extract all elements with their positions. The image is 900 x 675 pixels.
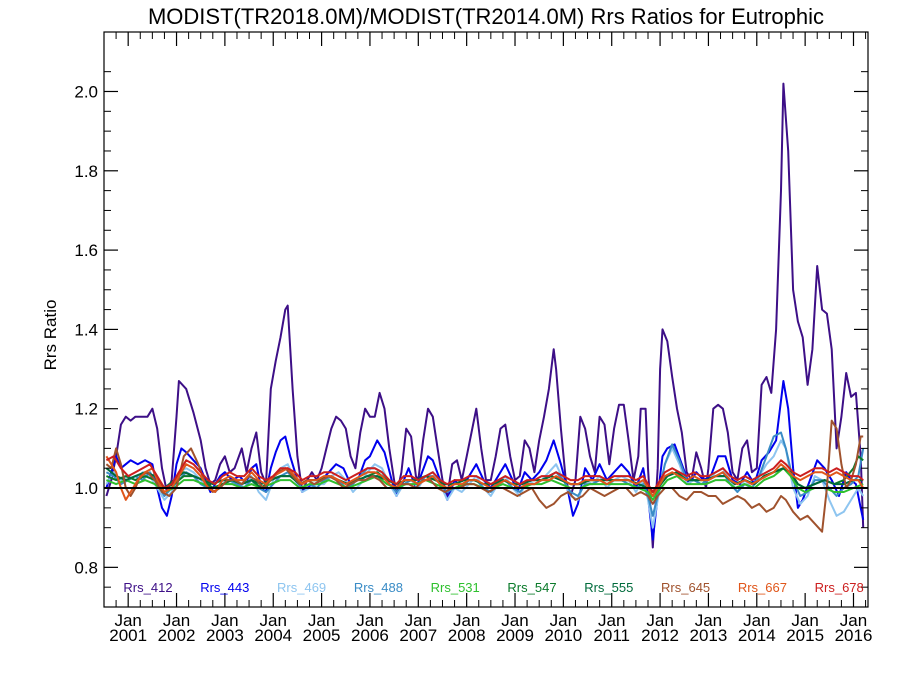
- series-layer: [105, 82, 865, 549]
- y-tick-label: 1.0: [74, 479, 98, 498]
- legend-item-rrs-547: Rrs_547: [507, 580, 556, 595]
- legend-item-rrs-531: Rrs_531: [431, 580, 480, 595]
- legend-item-rrs-678: Rrs_678: [815, 580, 864, 595]
- y-tick-label: 2.0: [74, 82, 98, 101]
- x-tick-label-month: Jan: [211, 611, 238, 630]
- x-tick-label-year: 2010: [544, 626, 582, 645]
- legend-item-rrs-488: Rrs_488: [354, 580, 403, 595]
- series-line-rrs-678: [105, 455, 864, 493]
- y-tick-label: 0.8: [74, 558, 98, 577]
- minor-ticks: [103, 32, 867, 607]
- y-tick-label: 1.4: [74, 320, 98, 339]
- x-tick-label-month: Jan: [695, 611, 722, 630]
- series-line-rrs-645: [105, 419, 864, 533]
- y-axis-label: Rrs Ratio: [41, 300, 60, 371]
- x-tick-label-month: Jan: [356, 611, 383, 630]
- legend-item-rrs-412: Rrs_412: [123, 580, 172, 595]
- x-tick-label-month: Jan: [598, 611, 625, 630]
- x-tick-label-year: 2012: [641, 626, 679, 645]
- x-tick-label-year: 2004: [254, 626, 292, 645]
- x-axis: Jan2001Jan2002Jan2003Jan2004Jan2005Jan20…: [109, 32, 872, 645]
- legend-item-rrs-555: Rrs_555: [584, 580, 633, 595]
- x-tick-label-month: Jan: [260, 611, 287, 630]
- chart-title: MODIST(TR2018.0M)/MODIST(TR2014.0M) Rrs …: [148, 4, 824, 29]
- series-line-rrs-667: [105, 455, 865, 501]
- x-tick-label-month: Jan: [405, 611, 432, 630]
- x-tick-label-month: Jan: [791, 611, 818, 630]
- x-tick-label-year: 2005: [303, 626, 341, 645]
- x-tick-label-month: Jan: [646, 611, 673, 630]
- x-tick-label-year: 2008: [448, 626, 486, 645]
- x-tick-label-year: 2009: [496, 626, 534, 645]
- x-tick-label-year: 2002: [158, 626, 196, 645]
- legend: Rrs_412 Rrs_443 Rrs_469 Rrs_488 Rrs_531 Rrs_5…: [123, 580, 863, 595]
- y-tick-label: 1.8: [74, 162, 98, 181]
- x-tick-label-year: 2001: [109, 626, 147, 645]
- legend-item-rrs-443: Rrs_443: [200, 580, 249, 595]
- x-tick-label-year: 2015: [786, 626, 824, 645]
- x-tick-label-year: 2006: [351, 626, 389, 645]
- x-tick-label-month: Jan: [114, 611, 141, 630]
- x-tick-label-month: Jan: [163, 611, 190, 630]
- x-tick-label-year: 2011: [593, 626, 630, 645]
- legend-item-rrs-645: Rrs_645: [661, 580, 710, 595]
- x-tick-label-year: 2013: [690, 626, 728, 645]
- legend-item-rrs-469: Rrs_469: [277, 580, 326, 595]
- x-tick-label-month: Jan: [501, 611, 528, 630]
- legend-item-rrs-667: Rrs_667: [738, 580, 787, 595]
- y-axis: 0.8 1.0 1.2 1.4 1.6 1.8 2.0: [74, 71, 868, 588]
- y-tick-label: 1.6: [74, 241, 98, 260]
- series-line-rrs-488: [105, 431, 865, 517]
- series-line-rrs-412: [105, 82, 865, 549]
- x-tick-label-year: 2007: [399, 626, 437, 645]
- x-tick-label-year: 2003: [206, 626, 244, 645]
- x-tick-label-month: Jan: [743, 611, 770, 630]
- x-tick-label-month: Jan: [550, 611, 577, 630]
- plot-frame: [103, 31, 869, 608]
- x-tick-label-year: 2016: [835, 626, 873, 645]
- x-tick-label-year: 2014: [738, 626, 776, 645]
- x-tick-label-month: Jan: [308, 611, 335, 630]
- x-tick-label-month: Jan: [453, 611, 480, 630]
- x-tick-label-month: Jan: [840, 611, 867, 630]
- y-tick-label: 1.2: [74, 400, 98, 419]
